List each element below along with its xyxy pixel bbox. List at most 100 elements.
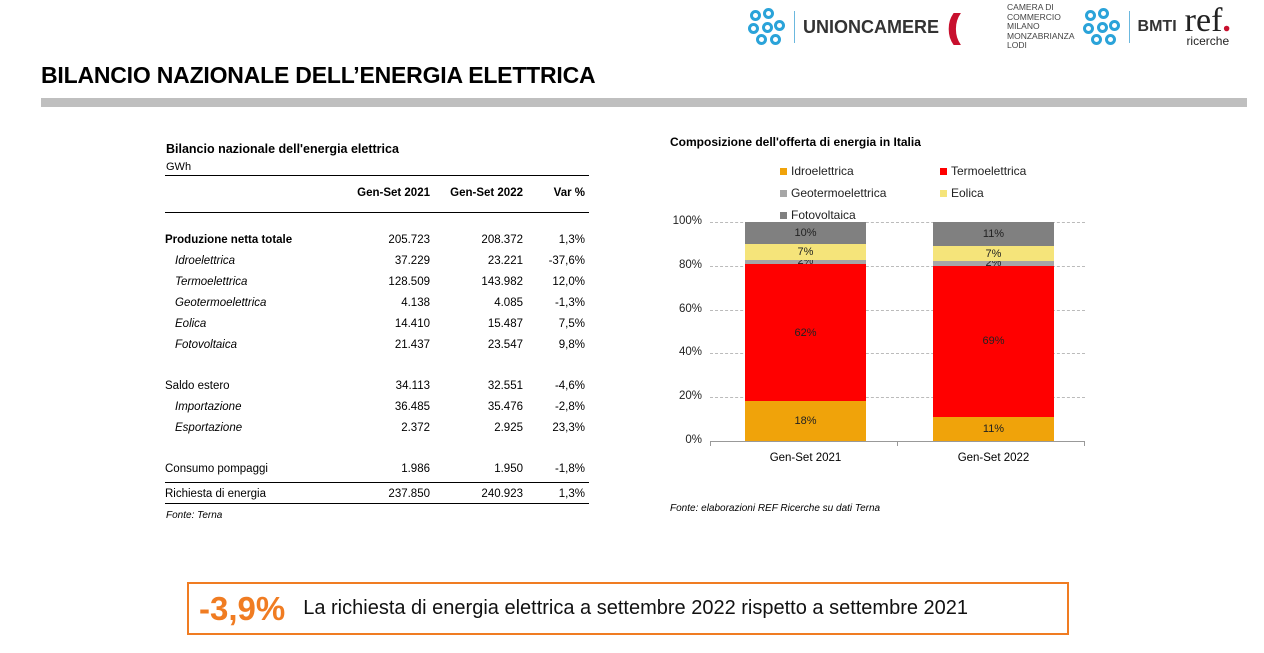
data-label: 69%: [982, 335, 1005, 348]
chart-title: Composizione dell'offerta di energia in …: [670, 135, 921, 149]
row-label: Produzione netta totale: [165, 234, 293, 246]
bar-segment-fotovoltaica: 10%: [745, 222, 866, 245]
bar-segment-geotermoelettrica: 2%: [745, 255, 866, 267]
row-value: 237.850: [388, 488, 430, 500]
ref-ricerche-logo: ref. ricerche: [1184, 2, 1231, 48]
bar-segment-idroelettrica: 11%: [933, 416, 1054, 441]
data-label: 7%: [797, 245, 814, 258]
title-divider: [41, 98, 1247, 107]
y-tick-label: 100%: [672, 215, 702, 227]
row-value: -2,8%: [554, 401, 585, 413]
table-header: Gen-Set 2021 Gen-Set 2022 Var %: [357, 187, 585, 199]
row-value: 37.229: [394, 255, 430, 267]
row-label: Importazione: [175, 401, 242, 413]
row-label: Eolica: [175, 318, 207, 330]
row-value: 208.372: [481, 234, 523, 246]
table-row: Eolica 14.410 15.487 7,5%: [165, 318, 589, 336]
y-tick-label: 20%: [678, 390, 702, 403]
row-value: 34.113: [395, 380, 430, 392]
row-value: 23.547: [487, 339, 523, 351]
row-value: 240.923: [481, 488, 523, 500]
data-label: 18%: [794, 415, 817, 428]
y-tick-label: 40%: [678, 346, 702, 359]
row-value: 4.085: [494, 297, 523, 309]
bmti-logo-icon: [1082, 8, 1121, 46]
row-value: 35.476: [487, 401, 523, 413]
y-tick-label: 60%: [678, 302, 702, 315]
legend-item: Idroelettrica: [780, 164, 854, 178]
row-value: 128.509: [388, 276, 430, 288]
row-value: 1.950: [494, 463, 523, 475]
table-row: Fotovoltaica 21.437 23.547 9,8%: [165, 339, 589, 357]
x-tick-label: Gen-Set 2021: [769, 452, 842, 464]
data-label: 62%: [794, 326, 817, 339]
table-row: Saldo estero 34.113 32.551 -4,6%: [165, 380, 589, 398]
data-label: 7%: [985, 247, 1002, 260]
camera-commercio-logo-icon: (((: [947, 7, 961, 46]
data-label: 11%: [982, 228, 1005, 241]
x-tick-label: Gen-Set 2022: [957, 452, 1030, 464]
data-label: 11%: [982, 422, 1005, 435]
row-value: 1,3%: [558, 234, 585, 246]
bar-segment-geotermoelettrica: 2%: [933, 257, 1054, 269]
row-label: Geotermoelettrica: [175, 297, 267, 309]
row-value: 4.138: [401, 297, 430, 309]
gridline: [710, 397, 1085, 399]
bar-segment-idroelettrica: 18%: [745, 401, 866, 441]
callout-value: -3,9%: [199, 589, 286, 627]
bar-segment-eolica: 7%: [933, 246, 1054, 262]
row-value: 2.372: [401, 422, 430, 434]
page-title: BILANCIO NAZIONALE DELL’ENERGIA ELETTRIC…: [41, 62, 596, 88]
unioncamere-logo: UNIONCAMERE: [803, 16, 940, 37]
gridline: [710, 222, 1085, 223]
table-title: Bilancio nazionale dell'energia elettric…: [166, 142, 399, 156]
table-row: Importazione 36.485 35.476 -2,8%: [165, 401, 589, 419]
table-unit: GWh: [166, 161, 192, 173]
row-value: 21.437: [394, 339, 430, 351]
gridline: [710, 265, 1085, 267]
row-value: 7,5%: [558, 318, 585, 330]
chart-source: Fonte: elaborazioni REF Ricerche su dati…: [670, 503, 881, 514]
unioncamere-logo-icon: [748, 8, 786, 46]
row-value: 36.485: [394, 401, 430, 413]
row-label: Esportazione: [175, 422, 243, 434]
table-row: Idroelettrica 37.229 23.221 -37,6%: [165, 255, 589, 273]
legend-item: Fotovoltaica: [780, 208, 856, 222]
row-value: 15.487: [487, 318, 523, 330]
table-source: Fonte: Terna: [166, 510, 223, 521]
y-tick-label: 80%: [678, 258, 702, 271]
row-value: -1,8%: [554, 463, 585, 475]
row-label: Fotovoltaica: [175, 339, 238, 351]
table-row: Geotermoelettrica 4.138 4.085 -1,3%: [165, 297, 589, 315]
bmti-logo: BMTI: [1137, 18, 1177, 35]
row-value: 9,8%: [558, 339, 585, 351]
bar-segment-termoelettrica: 62%: [745, 264, 866, 402]
row-value: 1,3%: [558, 488, 585, 500]
data-label: 10%: [794, 227, 817, 240]
row-value: 2.925: [494, 422, 523, 434]
row-value: 32.551: [487, 380, 523, 392]
row-label: Idroelettrica: [175, 255, 236, 267]
legend-item: Termoelettrica: [940, 164, 1026, 178]
row-value: -4,6%: [554, 380, 585, 392]
table-row: Termoelettrica 128.509 143.982 12,0%: [165, 276, 589, 294]
table-row: Consumo pompaggi 1.986 1.950 -1,8%: [165, 463, 589, 481]
legend-item: Eolica: [940, 186, 984, 200]
table-row: Richiesta di energia 237.850 240.923 1,3%: [165, 488, 589, 506]
row-value: 23.221: [487, 255, 523, 267]
table-row: Esportazione 2.372 2.925 23,3%: [165, 422, 589, 440]
row-value: 1.986: [401, 463, 430, 475]
partner-logos: UNIONCAMERE ((( CAMERA DI COMMERCIO MILANO…: [748, 2, 1231, 50]
callout-text: La richiesta di energia elettrica a sett…: [303, 597, 969, 619]
bar-segment-fotovoltaica: 11%: [933, 222, 1054, 247]
row-value: 23,3%: [552, 422, 585, 434]
row-value: 14.410: [394, 318, 430, 330]
row-label: Termoelettrica: [175, 276, 248, 288]
row-label: Richiesta di energia: [165, 488, 267, 500]
row-value: -37,6%: [548, 255, 585, 267]
row-value: -1,3%: [554, 297, 585, 309]
table-row: Produzione netta totale 205.723 208.372 1,3…: [165, 234, 589, 252]
gridline: [710, 309, 1085, 311]
row-value: 12,0%: [552, 276, 585, 288]
row-label: Saldo estero: [165, 380, 230, 392]
